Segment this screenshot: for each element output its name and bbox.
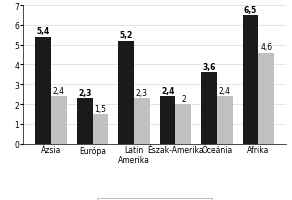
Bar	[35, 38, 51, 144]
Bar	[243, 16, 258, 144]
Text: 1,5: 1,5	[94, 104, 106, 113]
Bar	[118, 41, 134, 144]
Text: 5,2: 5,2	[119, 31, 133, 40]
Bar	[134, 99, 150, 144]
Text: 2,4: 2,4	[219, 86, 231, 95]
Legend: 1970-1975, 2005-2010: 1970-1975, 2005-2010	[97, 198, 212, 200]
Bar	[201, 73, 217, 144]
Bar	[93, 114, 108, 144]
Text: 2: 2	[181, 94, 186, 103]
Text: 2,4: 2,4	[161, 86, 174, 95]
Bar	[77, 99, 93, 144]
Bar	[258, 53, 274, 144]
Text: 6,5: 6,5	[244, 6, 257, 14]
Text: 2,4: 2,4	[53, 86, 65, 95]
Text: 5,4: 5,4	[36, 27, 50, 36]
Text: 4,6: 4,6	[260, 43, 272, 52]
Bar	[160, 97, 175, 144]
Bar	[175, 105, 191, 144]
Text: 3,6: 3,6	[202, 63, 216, 72]
Text: 2,3: 2,3	[136, 88, 148, 97]
Bar	[217, 97, 233, 144]
Text: 2,3: 2,3	[78, 88, 91, 97]
Bar	[51, 97, 67, 144]
